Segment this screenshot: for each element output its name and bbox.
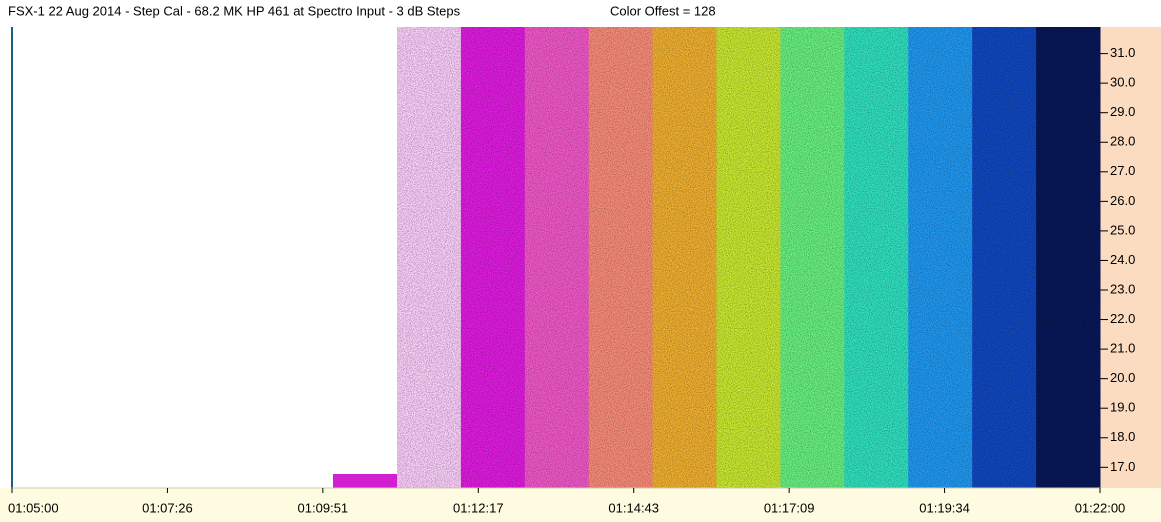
y-tick-label: 18.0 <box>1110 429 1135 444</box>
noise-dark <box>397 27 1100 488</box>
x-tick-label: 01:05:00 <box>8 500 59 515</box>
x-tick-label: 01:17:09 <box>764 500 815 515</box>
y-tick-label: 26.0 <box>1110 193 1135 208</box>
y-tick-label: 28.0 <box>1110 134 1135 149</box>
x-tick-label: 01:12:17 <box>453 500 504 515</box>
y-tick-label: 31.0 <box>1110 45 1135 60</box>
chart-subtitle: Color Offest = 128 <box>610 3 716 18</box>
x-tick-label: 01:09:51 <box>298 500 349 515</box>
y-axis-panel <box>1100 27 1161 488</box>
x-tick-label: 01:22:00 <box>1075 500 1126 515</box>
y-tick-label: 25.0 <box>1110 222 1135 237</box>
low-band-patch <box>333 474 397 488</box>
x-tick-label: 01:07:26 <box>142 500 193 515</box>
x-tick-label: 01:14:43 <box>608 500 659 515</box>
noise-sparse <box>397 27 461 488</box>
y-tick-label: 19.0 <box>1110 400 1135 415</box>
y-tick-label: 21.0 <box>1110 341 1135 356</box>
y-tick-label: 30.0 <box>1110 75 1135 90</box>
x-tick-label: 01:19:34 <box>919 500 970 515</box>
y-tick-label: 17.0 <box>1110 459 1135 474</box>
x-axis-panel <box>0 488 1161 522</box>
y-tick-label: 23.0 <box>1110 281 1135 296</box>
chart-title: FSX-1 22 Aug 2014 - Step Cal - 68.2 MK H… <box>8 3 461 18</box>
y-tick-label: 24.0 <box>1110 252 1135 267</box>
y-tick-label: 20.0 <box>1110 370 1135 385</box>
y-tick-label: 27.0 <box>1110 163 1135 178</box>
y-tick-label: 29.0 <box>1110 104 1135 119</box>
y-tick-label: 22.0 <box>1110 311 1135 326</box>
